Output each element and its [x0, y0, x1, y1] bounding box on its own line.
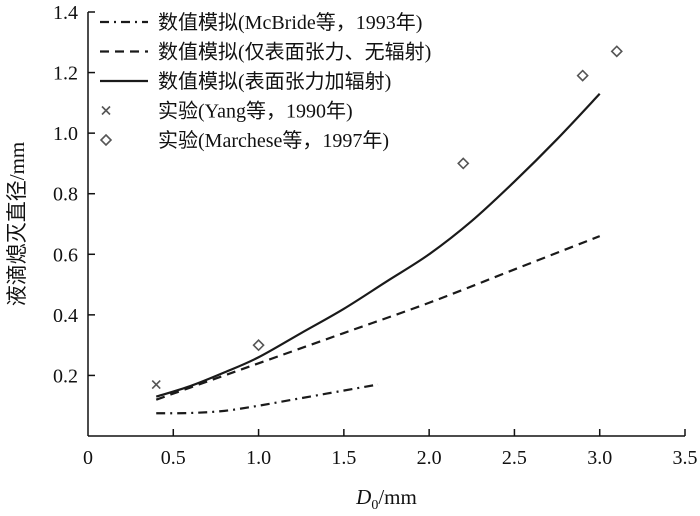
y-tick-label: 0.8	[53, 184, 78, 206]
x-axis-label-unit: /mm	[378, 485, 417, 509]
y-axis-label: 液滴熄灭直径/mm	[5, 142, 29, 307]
series-4	[252, 45, 623, 352]
x-tick-label: 2.5	[502, 447, 527, 469]
data-point	[576, 69, 589, 82]
legend-item: 实验(Yang等，1990年)	[101, 100, 353, 123]
x-tick-label: 1.0	[246, 447, 271, 469]
legend-label: 数值模拟(McBride等，1993年)	[158, 11, 422, 34]
x-ticks: 0 0.5 1.0 1.5 2.0 2.5 3.0 3.5	[83, 429, 698, 469]
x-tick-label: 1.5	[331, 447, 356, 469]
legend-label: 实验(Yang等，1990年)	[158, 100, 353, 123]
series-0	[156, 383, 379, 415]
y-tick-label: 1.4	[53, 2, 78, 24]
series-2	[155, 93, 601, 398]
legend-item: 数值模拟(McBride等，1993年)	[100, 11, 422, 34]
legend-item: 实验(Marchese等，1997年)	[99, 129, 389, 152]
x-axis-label-main: D	[355, 485, 371, 509]
legend-marker-swatch	[101, 105, 111, 116]
y-tick-label: 1.0	[53, 123, 78, 145]
legend-label: 数值模拟(表面张力加辐射)	[158, 70, 391, 93]
x-tick-label: 3.0	[587, 447, 612, 469]
x-tick-label: 3.5	[673, 447, 698, 469]
series-line-1	[155, 235, 601, 401]
series-layer	[151, 45, 623, 415]
axes: 0 0.5 1.0 1.5 2.0 2.5 3.0 3.5 0.2 0.4 0.6 0.8 1.0 1.…	[53, 2, 698, 469]
series-line-2	[155, 93, 601, 398]
series-1	[155, 235, 601, 401]
legend: 数值模拟(McBride等，1993年) 数值模拟(仅表面张力、无辐射) 数值模拟(…	[99, 11, 431, 152]
x-tick-label: 2.0	[417, 447, 442, 469]
y-tick-label: 1.2	[53, 63, 78, 85]
y-tick-label: 0.6	[53, 244, 78, 266]
legend-label: 实验(Marchese等，1997年)	[158, 129, 389, 152]
y-tick-label: 0.4	[53, 305, 78, 327]
legend-item: 数值模拟(仅表面张力、无辐射)	[100, 41, 431, 64]
legend-item: 数值模拟(表面张力加辐射)	[100, 70, 391, 93]
y-ticks: 0.2 0.4 0.6 0.8 1.0 1.2 1.4	[53, 2, 95, 387]
data-point	[252, 339, 265, 352]
data-point	[457, 157, 470, 170]
x-tick-label: 0.5	[161, 447, 186, 469]
y-tick-label: 0.2	[53, 365, 78, 387]
x-axis-label: D0/mm	[355, 485, 417, 513]
legend-label: 数值模拟(仅表面张力、无辐射)	[158, 41, 431, 64]
series-3	[151, 379, 161, 390]
x-tick-label: 0	[83, 447, 93, 469]
data-point	[151, 379, 161, 390]
x-axis-label-sub: 0	[371, 498, 378, 513]
data-point	[610, 45, 623, 58]
legend-marker-swatch	[99, 133, 113, 147]
series-line-0	[156, 383, 379, 415]
